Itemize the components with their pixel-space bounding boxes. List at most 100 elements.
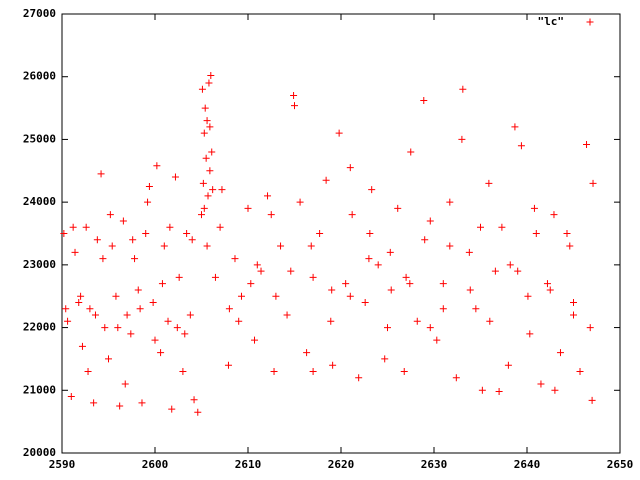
point [402, 273, 410, 281]
point [486, 317, 494, 325]
point [394, 204, 402, 212]
y-tick-label: 20000 [23, 446, 56, 459]
x-tick-label: 2600 [142, 458, 169, 471]
point [537, 380, 545, 388]
point [530, 204, 538, 212]
point [166, 223, 174, 231]
point [203, 117, 211, 125]
point [517, 142, 525, 150]
point [114, 324, 122, 332]
point [136, 305, 144, 313]
point [216, 223, 224, 231]
point [465, 248, 473, 256]
point [206, 123, 214, 131]
point [588, 396, 596, 404]
point [253, 261, 261, 269]
point [524, 292, 532, 300]
point [145, 182, 153, 190]
point [296, 198, 304, 206]
point [406, 280, 414, 288]
point [504, 361, 512, 369]
point [452, 374, 460, 382]
point [446, 198, 454, 206]
point [446, 242, 454, 250]
point [190, 396, 198, 404]
point [224, 361, 232, 369]
point [342, 280, 350, 288]
point [346, 292, 354, 300]
point [142, 230, 150, 237]
y-tick-label: 25000 [23, 132, 56, 145]
point [225, 305, 233, 313]
point [514, 267, 522, 275]
point [466, 286, 474, 294]
point [551, 386, 559, 394]
point [426, 324, 434, 332]
point [64, 317, 72, 325]
point [99, 255, 107, 263]
point [168, 405, 176, 413]
y-tick-label: 27000 [23, 7, 56, 20]
point [495, 388, 503, 396]
point [218, 186, 226, 194]
point [287, 267, 295, 275]
point [570, 298, 577, 306]
point [459, 85, 467, 93]
point [121, 380, 129, 388]
point [119, 217, 127, 225]
point [381, 355, 389, 363]
point [303, 349, 311, 357]
point [421, 236, 429, 244]
point [134, 286, 142, 294]
point [355, 374, 363, 382]
point [90, 399, 98, 407]
point [201, 104, 209, 112]
point [153, 162, 161, 170]
point [374, 261, 382, 269]
point [123, 311, 131, 319]
point [194, 408, 202, 416]
point [309, 273, 317, 281]
point [506, 261, 514, 269]
point [198, 211, 205, 219]
point [589, 179, 597, 187]
point [277, 242, 285, 250]
point [556, 349, 564, 357]
point [207, 71, 215, 79]
legend-marker [586, 18, 594, 26]
point [67, 393, 75, 401]
point [511, 123, 519, 131]
y-tick-label: 21000 [23, 383, 56, 396]
point [426, 217, 434, 225]
point [335, 129, 343, 137]
point [175, 273, 183, 281]
point [78, 342, 86, 350]
point [77, 292, 85, 300]
point [199, 179, 207, 187]
point [322, 176, 330, 184]
point [264, 192, 272, 200]
point [290, 92, 298, 100]
point [127, 330, 135, 338]
point [272, 292, 280, 300]
point [472, 305, 480, 313]
point [106, 211, 114, 219]
x-tick-label: 2620 [328, 458, 355, 471]
point [583, 140, 591, 148]
point [198, 85, 206, 93]
point [532, 230, 540, 237]
point [387, 286, 395, 294]
point [211, 273, 219, 281]
point [112, 292, 120, 300]
point [69, 223, 77, 231]
point [202, 154, 210, 162]
point [366, 230, 374, 237]
point [91, 311, 99, 319]
point [75, 298, 83, 306]
point [526, 330, 534, 338]
point [361, 298, 369, 306]
point [413, 317, 421, 325]
point [546, 286, 554, 294]
point [160, 242, 168, 250]
point [179, 367, 187, 375]
